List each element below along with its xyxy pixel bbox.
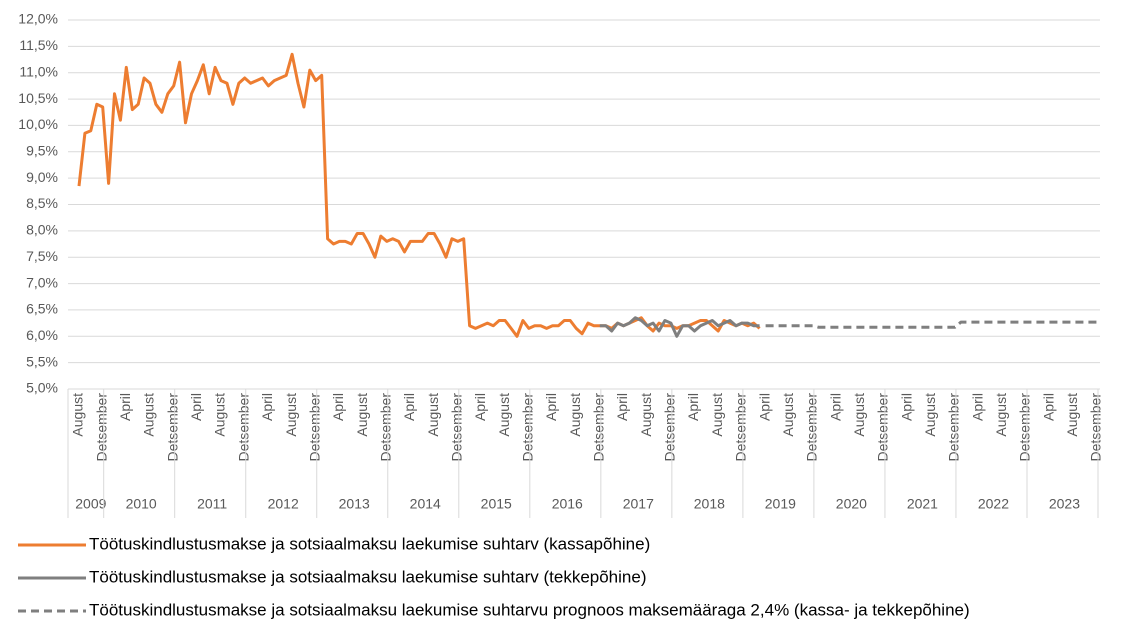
- x-tick-label: Detsember: [164, 393, 180, 462]
- x-tick-label: August: [141, 393, 157, 437]
- x-tick-label: Detsember: [1088, 393, 1104, 462]
- x-tick-label: April: [756, 393, 772, 421]
- x-tick-label: April: [543, 393, 559, 421]
- y-tick-label: 10,0%: [18, 116, 58, 132]
- x-tick-label: August: [496, 393, 512, 437]
- x-tick-label: Detsember: [946, 393, 962, 462]
- y-tick-label: 7,0%: [26, 274, 58, 290]
- y-tick-label: 11,5%: [19, 37, 58, 53]
- x-tick-label: April: [614, 393, 630, 421]
- series-line: [77, 52, 761, 338]
- x-tick-label: April: [117, 393, 133, 421]
- x-tick-label: April: [259, 393, 275, 421]
- year-label: 2023: [1049, 496, 1080, 512]
- x-tick-label: April: [1040, 393, 1056, 421]
- year-label: 2013: [339, 496, 370, 512]
- x-tick-label: August: [922, 393, 938, 437]
- x-tick-label: Detsember: [804, 393, 820, 462]
- x-tick-label: August: [709, 393, 725, 437]
- x-tick-label: August: [851, 393, 867, 437]
- legend-label: Töötuskindlustusmakse ja sotsiaalmaksu l…: [89, 534, 650, 553]
- series-line: [765, 320, 1097, 329]
- year-label: 2014: [410, 496, 441, 512]
- x-tick-label: August: [780, 393, 796, 437]
- x-tick-label: April: [898, 393, 914, 421]
- x-tick-label: August: [1064, 393, 1080, 437]
- x-tick-label: Detsember: [306, 393, 322, 462]
- year-label: 2018: [694, 496, 725, 512]
- x-tick-label: April: [969, 393, 985, 421]
- x-tick-label: Detsember: [591, 393, 607, 462]
- year-label: 2022: [978, 496, 1009, 512]
- y-tick-label: 9,0%: [26, 169, 58, 185]
- year-label: 2019: [765, 496, 796, 512]
- series-line: [599, 316, 760, 338]
- year-label: 2021: [907, 496, 938, 512]
- y-tick-label: 10,5%: [18, 90, 58, 106]
- x-tick-label: Detsember: [235, 393, 251, 462]
- x-tick-label: Detsember: [875, 393, 891, 462]
- legend-label: Töötuskindlustusmakse ja sotsiaalmaksu l…: [89, 600, 970, 619]
- x-tick-label: Detsember: [520, 393, 536, 462]
- x-tick-label: August: [638, 393, 654, 437]
- x-tick-label: Detsember: [662, 393, 678, 462]
- x-tick-label: Detsember: [377, 393, 393, 462]
- y-tick-label: 5,0%: [26, 380, 58, 396]
- legend-label: Töötuskindlustusmakse ja sotsiaalmaksu l…: [89, 567, 646, 586]
- y-tick-label: 7,5%: [26, 248, 58, 264]
- x-tick-label: August: [283, 393, 299, 437]
- x-tick-label: April: [685, 393, 701, 421]
- x-tick-label: April: [330, 393, 346, 421]
- y-tick-label: 6,0%: [26, 327, 58, 343]
- x-tick-label: April: [827, 393, 843, 421]
- x-tick-label: Detsember: [93, 393, 109, 462]
- y-tick-label: 12,0%: [18, 11, 58, 27]
- x-tick-label: Detsember: [448, 393, 464, 462]
- x-tick-label: August: [993, 393, 1009, 437]
- x-tick-label: April: [188, 393, 204, 421]
- year-label: 2012: [268, 496, 299, 512]
- y-tick-label: 11,0%: [19, 63, 58, 79]
- year-label: 2015: [481, 496, 512, 512]
- year-label: 2016: [552, 496, 583, 512]
- year-label: 2020: [836, 496, 867, 512]
- x-tick-label: Detsember: [733, 393, 749, 462]
- x-tick-label: August: [212, 393, 228, 437]
- x-tick-label: August: [425, 393, 441, 437]
- x-tick-label: August: [70, 393, 86, 437]
- y-tick-label: 6,5%: [26, 301, 58, 317]
- y-tick-label: 9,5%: [26, 142, 58, 158]
- year-label: 2011: [197, 496, 227, 512]
- y-tick-label: 5,5%: [26, 353, 58, 369]
- y-tick-label: 8,5%: [26, 195, 58, 211]
- year-label: 2017: [623, 496, 654, 512]
- year-label: 2009: [75, 496, 106, 512]
- x-tick-label: April: [401, 393, 417, 421]
- year-label: 2010: [126, 496, 157, 512]
- x-tick-label: August: [354, 393, 370, 437]
- x-tick-label: Detsember: [1017, 393, 1033, 462]
- y-tick-label: 8,0%: [26, 222, 58, 238]
- x-tick-label: April: [472, 393, 488, 421]
- x-tick-label: August: [567, 393, 583, 437]
